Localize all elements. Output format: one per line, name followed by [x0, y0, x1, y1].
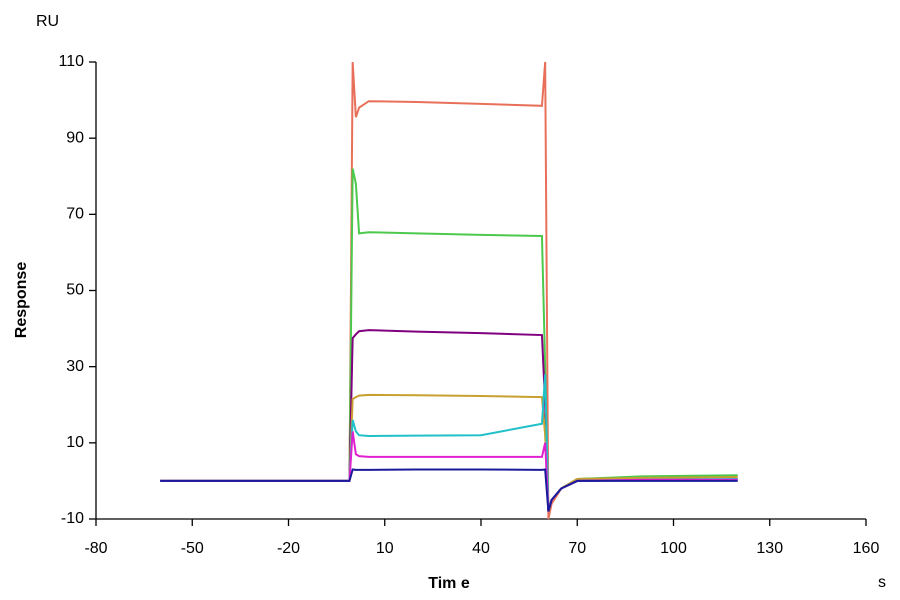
series-line	[160, 61, 738, 520]
y-tick-label: 50	[66, 282, 84, 299]
series-line	[160, 431, 738, 512]
series-line	[160, 168, 738, 512]
plot-area	[160, 61, 738, 520]
y-axis-label: Response	[13, 262, 30, 339]
x-tick-label: 100	[660, 540, 687, 557]
x-tick-label: 70	[568, 540, 586, 557]
x-tick-label: 10	[376, 540, 394, 557]
x-tick-label: 160	[853, 540, 880, 557]
series-line	[160, 393, 738, 512]
y-tick-label: 90	[66, 129, 84, 146]
x-tick-label: 40	[472, 540, 490, 557]
x-tick-label: -80	[84, 540, 107, 557]
y-tick-label: 30	[66, 358, 84, 375]
y-tick-label: -10	[61, 510, 84, 527]
x-tick-label: -20	[277, 540, 300, 557]
x-unit: s	[878, 574, 886, 591]
series-line	[160, 468, 738, 512]
y-tick-label: 110	[58, 53, 84, 70]
x-tick-label: -50	[181, 540, 204, 557]
series-line	[160, 329, 738, 512]
x-tick-label: 130	[756, 540, 783, 557]
x-axis-label: Tim e	[428, 575, 470, 592]
y-tick-label: 10	[66, 434, 84, 451]
y-unit: RU	[36, 13, 59, 30]
y-tick-label: 70	[66, 206, 84, 223]
